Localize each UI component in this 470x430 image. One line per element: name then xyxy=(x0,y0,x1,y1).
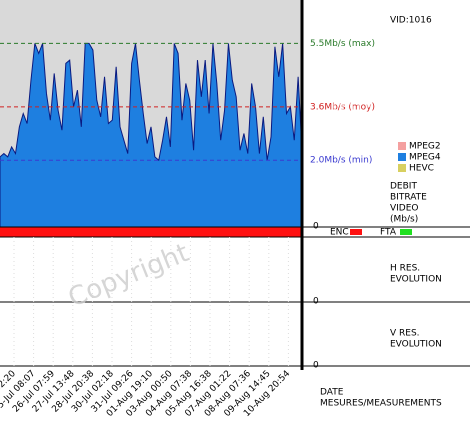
legend-swatch xyxy=(398,142,406,150)
axis-label: (Mb/s) xyxy=(390,215,418,225)
panel-label: V RES. xyxy=(390,329,420,339)
legend-label: HEVC xyxy=(409,164,434,174)
reference-label: 2.0Mb/s (min) xyxy=(310,156,372,166)
axis-label: DEBIT xyxy=(390,182,417,192)
reference-label: 3.6Mb/s (moy) xyxy=(310,102,375,112)
panel-label: EVOLUTION xyxy=(390,275,442,285)
watermark: albitrate.com xyxy=(312,41,470,134)
flag-swatch xyxy=(400,229,412,235)
legend-swatch xyxy=(398,153,406,161)
id-label: VID:1016 xyxy=(390,16,432,26)
flag-swatch xyxy=(350,229,362,235)
legend-swatch xyxy=(398,164,406,172)
flag-label: FTA xyxy=(380,228,397,238)
axis-title: DATE xyxy=(320,388,344,398)
panel-label: H RES. xyxy=(390,264,420,274)
axis-label: VIDEO xyxy=(390,204,419,214)
legend-label: MPEG2 xyxy=(409,142,441,152)
flag-label: ENC xyxy=(330,228,349,238)
reference-label: 5.5Mb/s (max) xyxy=(310,39,375,49)
y-tick-label: 0 xyxy=(313,297,319,307)
panel-label: EVOLUTION xyxy=(390,340,442,350)
axis-title: MESURES/MEASUREMENTS xyxy=(320,399,442,409)
y-tick-label: 0 xyxy=(313,361,319,371)
enc-bar xyxy=(0,227,302,237)
axis-label: BITRATE xyxy=(390,193,427,203)
bitrate-area xyxy=(0,42,303,228)
legend-label: MPEG4 xyxy=(409,153,441,163)
